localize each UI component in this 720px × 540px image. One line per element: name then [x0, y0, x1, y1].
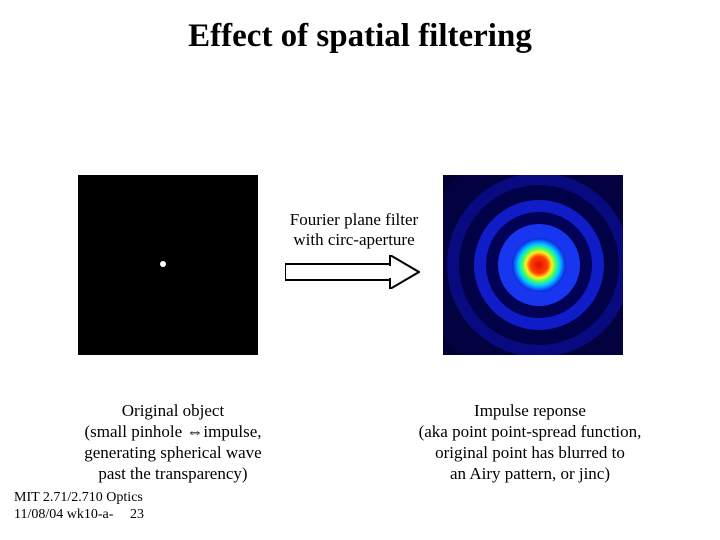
filter-label-line1: Fourier plane filter — [290, 210, 418, 229]
right-caption-line3: original point has blurred to — [435, 443, 625, 462]
footer-date: 11/08/04 wk10-a- — [14, 507, 113, 523]
right-caption-line1: Impulse reponse — [474, 401, 586, 420]
right-caption-line4: an Airy pattern, or jinc) — [450, 464, 610, 483]
impulse-response-caption: Impulse reponse (aka point point-spread … — [390, 400, 670, 484]
left-caption-line4: past the transparency) — [98, 464, 247, 483]
slide-title: Effect of spatial filtering — [0, 0, 720, 55]
right-caption-line2: (aka point point-spread function, — [419, 422, 642, 441]
original-object-caption: Original object (small pinhole ⇔impulse,… — [58, 400, 288, 484]
left-caption-line2: (small pinhole ⇔impulse, — [84, 422, 261, 441]
original-object-image — [78, 175, 258, 355]
left-caption-line3: generating spherical wave — [84, 443, 261, 462]
impulse-response-image — [443, 175, 623, 355]
footer-course: MIT 2.71/2.710 Optics — [14, 490, 143, 506]
filter-label: Fourier plane filter with circ-aperture — [269, 210, 439, 250]
left-caption-line1: Original object — [122, 401, 224, 420]
pinhole-dot — [160, 261, 166, 267]
filter-label-line2: with circ-aperture — [293, 230, 414, 249]
arrow-icon — [285, 255, 420, 289]
footer-page-number: 23 — [130, 507, 144, 523]
